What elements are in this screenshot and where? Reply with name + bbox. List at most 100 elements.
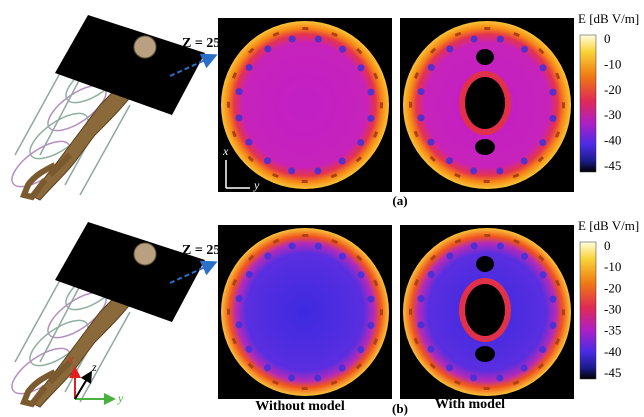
field-dip <box>418 114 425 121</box>
model-top <box>476 256 494 272</box>
field-dip <box>236 321 243 328</box>
colorbar-tick-label: 0 <box>604 238 611 253</box>
field-dip <box>539 346 546 353</box>
field-dip <box>428 271 435 278</box>
colorbar-tick-label: 0 <box>604 31 611 46</box>
field-dip <box>236 295 243 302</box>
field-dip <box>339 46 346 53</box>
field-dip <box>418 88 425 95</box>
axis-x: x <box>67 352 74 366</box>
field-dip <box>339 158 346 165</box>
human-model <box>5 222 205 407</box>
field-dip <box>521 46 528 53</box>
field-dip <box>470 167 477 174</box>
rung-mark <box>227 309 230 315</box>
field-dip <box>549 296 556 303</box>
slice-plane <box>55 15 205 115</box>
field-dip <box>339 365 346 372</box>
field-dip <box>358 64 365 71</box>
colorbar-tick-label: -35 <box>604 323 621 338</box>
rung-mark <box>302 180 308 183</box>
figure: Z = 25xyE [dB V/m]0-10-20-30-40-45(a)Z =… <box>0 0 644 417</box>
field-dip <box>367 89 374 96</box>
axis-y: y <box>253 178 260 192</box>
rung-mark <box>484 234 490 237</box>
axis-y: y <box>117 391 124 405</box>
field-dip <box>521 253 528 260</box>
rung-mark <box>380 309 383 315</box>
field-dip <box>446 252 453 259</box>
field-dip <box>315 243 322 250</box>
colorbar-tick-label: -45 <box>604 365 621 380</box>
colorbar-tick-label: -20 <box>604 82 621 97</box>
colorbar-tick-label: -40 <box>604 344 621 359</box>
field-dip <box>314 374 321 381</box>
field-dip <box>367 115 374 122</box>
field-dip <box>236 88 243 95</box>
field-dip <box>540 271 547 278</box>
field-dip <box>471 243 478 250</box>
field-dip <box>246 64 253 71</box>
panel: Z = 25xyE [dB V/m]0-10-20-30-40-45(a) <box>5 11 639 208</box>
panel-label: (b) <box>392 401 408 416</box>
field-dip <box>367 322 374 329</box>
field-dip <box>496 167 503 174</box>
head <box>134 243 156 265</box>
slice-plane <box>55 222 205 322</box>
model-bottom <box>475 346 495 362</box>
field-dip <box>314 167 321 174</box>
field-dip <box>539 139 546 146</box>
field-dip <box>264 364 271 371</box>
field-dip <box>289 243 296 250</box>
rung-mark <box>302 234 308 237</box>
colorbar-title: E [dB V/m] <box>578 218 639 233</box>
field-dip <box>446 157 453 164</box>
model-bottom <box>475 139 495 155</box>
z-label: Z = 25 <box>182 36 220 51</box>
field-dip <box>245 139 252 146</box>
field-dip <box>288 167 295 174</box>
field-dip <box>289 36 296 43</box>
colorbar <box>580 242 596 379</box>
rung-mark <box>227 102 230 108</box>
panel: Z = 25xzyE [dB V/m]0-10-20-30-35-40-45(b… <box>5 218 639 416</box>
field-dip <box>549 322 556 329</box>
field-dip <box>339 253 346 260</box>
human-model <box>5 15 205 200</box>
colorbar-tick-label: -40 <box>604 133 621 148</box>
field-dip <box>446 364 453 371</box>
field-dip <box>540 64 547 71</box>
field-dip <box>549 115 556 122</box>
field-dip <box>521 158 528 165</box>
colorbar-tick-label: -20 <box>604 280 621 295</box>
z-label: Z = 25 <box>182 243 220 258</box>
field-dip <box>446 45 453 52</box>
field-disk <box>221 228 389 396</box>
field-dip <box>549 89 556 96</box>
rung-mark <box>484 180 490 183</box>
field-dip <box>521 365 528 372</box>
field-dip <box>357 139 364 146</box>
model-body <box>465 77 505 129</box>
caption: With model <box>435 397 505 412</box>
field-dip <box>264 45 271 52</box>
field-dip <box>288 374 295 381</box>
field-dip <box>315 36 322 43</box>
field-dip <box>471 36 478 43</box>
field-dip <box>245 346 252 353</box>
caption: Without model <box>255 399 345 414</box>
rung-mark <box>409 309 412 315</box>
colorbar-tick-label: -10 <box>604 56 621 71</box>
field-disk <box>221 21 389 189</box>
panel-label: (a) <box>392 193 407 208</box>
model-top <box>476 49 494 65</box>
axis-z-arrow <box>75 374 90 399</box>
field-dip <box>497 36 504 43</box>
field-dip <box>264 157 271 164</box>
rung-mark <box>302 27 308 30</box>
axis-x: x <box>222 144 229 158</box>
field-dip <box>496 374 503 381</box>
field-dip <box>246 271 253 278</box>
rung-mark <box>562 102 565 108</box>
field-dip <box>428 64 435 71</box>
